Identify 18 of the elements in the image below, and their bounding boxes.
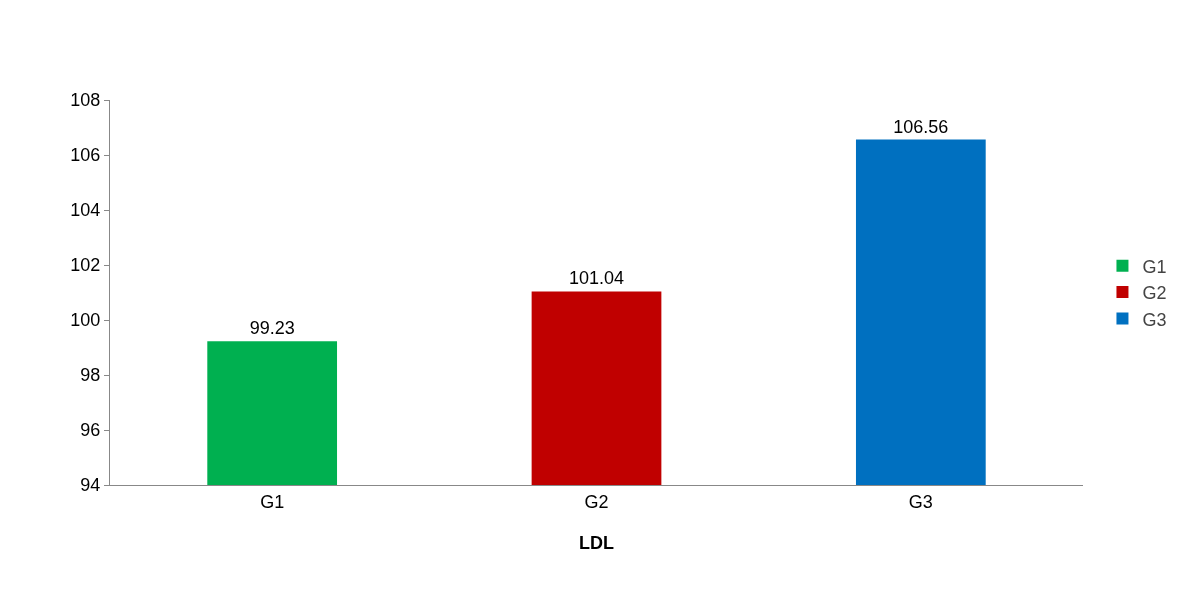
y-tick-label: 98 [80, 365, 101, 386]
x-tick-label: G2 [584, 491, 609, 512]
y-tick-label: 100 [70, 310, 101, 331]
x-tick-label: G1 [260, 491, 285, 512]
y-tick-label: 96 [80, 420, 101, 441]
data-label: 101.04 [568, 268, 625, 289]
y-tick-label: 102 [70, 255, 101, 276]
y-tick-label: 104 [70, 200, 101, 221]
legend-label: G2 [1142, 283, 1167, 304]
y-tick-label: 108 [70, 90, 101, 111]
x-tick-label: G3 [908, 491, 933, 512]
y-tick-label: 106 [70, 145, 101, 166]
data-label: 106.56 [893, 116, 949, 137]
legend-label: G3 [1142, 309, 1167, 330]
x-axis-title: LDL [579, 533, 614, 553]
y-tick-label: 94 [80, 475, 101, 496]
legend-label: G1 [1142, 256, 1167, 277]
data-label: 99.23 [249, 318, 295, 339]
